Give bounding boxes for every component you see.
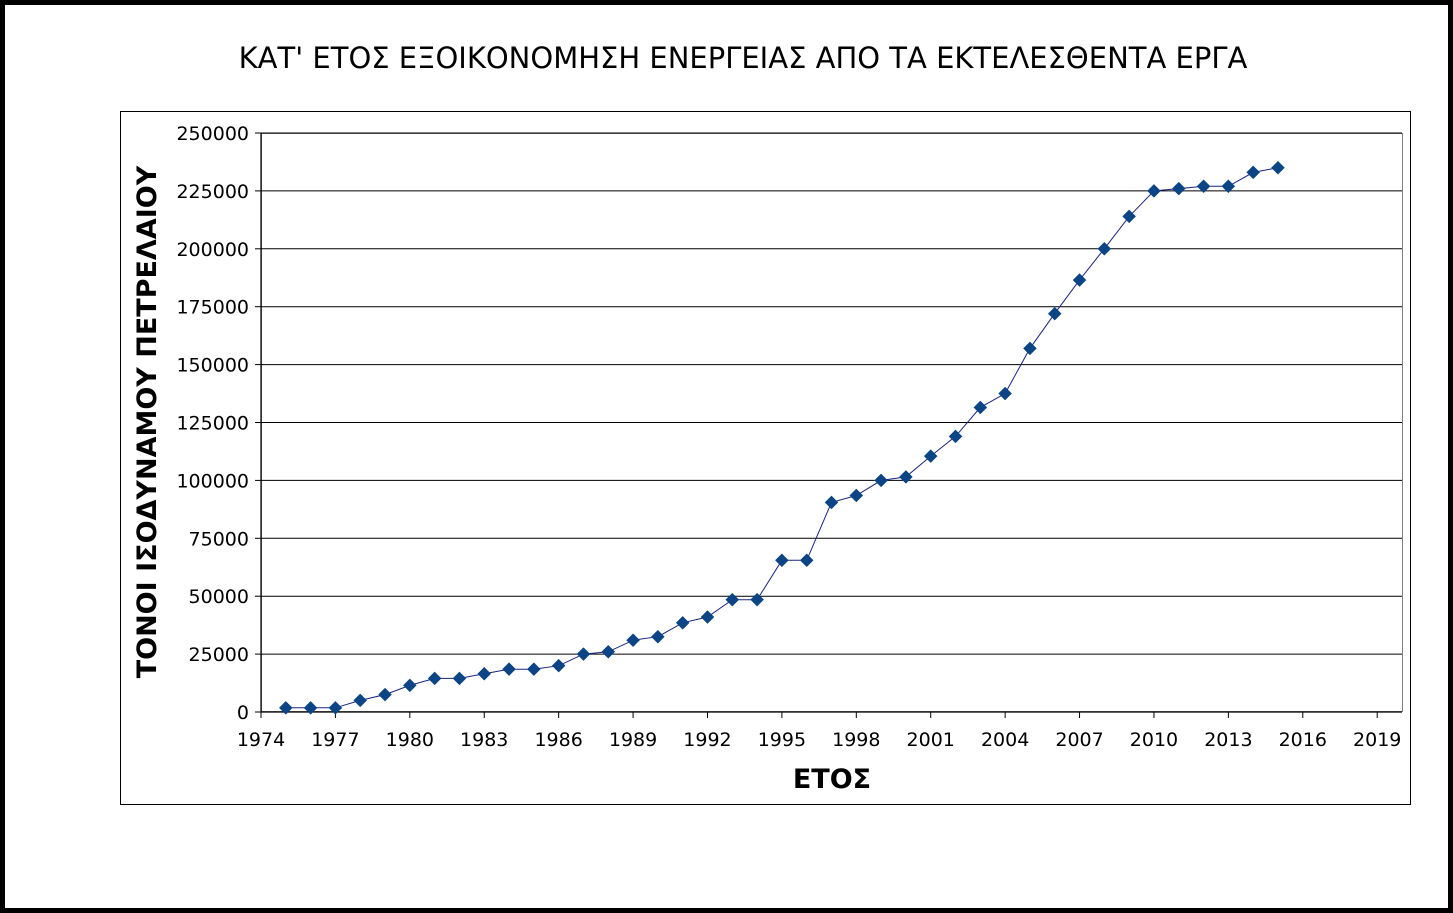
x-tick-label: 1989 [609, 729, 657, 751]
gridlines [261, 132, 1402, 655]
data-point-marker [1072, 273, 1087, 287]
y-tick-label: 75000 [189, 528, 249, 550]
y-tick-label: 0 [237, 702, 249, 724]
x-tick-label: 2013 [1204, 729, 1252, 751]
x-tick-label: 2007 [1055, 729, 1103, 751]
data-point-marker [799, 553, 814, 568]
x-tick-label: 2016 [1279, 729, 1327, 751]
y-tick-label: 150000 [176, 355, 249, 377]
x-tick-label: 2001 [907, 729, 955, 751]
data-point-marker [303, 700, 318, 715]
data-point-marker [1047, 306, 1062, 321]
data-point-marker [750, 592, 764, 607]
data-point-marker [278, 700, 293, 715]
data-point-marker [1147, 184, 1161, 198]
x-tick-label: 1980 [386, 729, 434, 751]
y-tick-label: 225000 [176, 181, 249, 203]
data-point-marker [1097, 241, 1112, 256]
data-point-marker [700, 610, 715, 624]
data-point-marker [1196, 179, 1211, 194]
data-point-marker [378, 687, 392, 702]
data-point-marker [948, 429, 963, 444]
x-tick-label: 1992 [683, 729, 731, 751]
data-point-marker [328, 700, 343, 715]
y-tick-label: 250000 [176, 123, 249, 145]
data-point-marker [775, 553, 789, 568]
data-point-marker [725, 592, 740, 607]
x-tick-label: 1998 [832, 729, 880, 751]
data-point-marker [1023, 341, 1037, 356]
data-point-marker [626, 633, 640, 648]
x-tick-label: 2010 [1130, 729, 1178, 751]
data-point-marker [651, 629, 665, 644]
data-point-marker [675, 615, 690, 630]
data-point-marker [1271, 160, 1285, 175]
x-tick-label: 2004 [981, 729, 1029, 751]
data-point-marker [353, 693, 368, 708]
data-point-marker [502, 662, 516, 677]
y-tick-label: 175000 [176, 297, 249, 319]
y-tick-label: 200000 [176, 239, 249, 261]
x-tick-label: 1995 [758, 729, 806, 751]
data-point-marker [923, 449, 938, 463]
y-axis-ticks: 0 25000 50000 75000 100000 125000 150000 175000… [176, 123, 261, 724]
x-axis-title: ΕΤΟΣ [793, 764, 871, 795]
y-tick-label: 25000 [189, 644, 249, 666]
data-point-marker [973, 400, 988, 415]
data-point-marker [899, 470, 913, 484]
data-point-marker [601, 644, 616, 659]
x-tick-label: 1977 [311, 729, 359, 751]
x-tick-label: 1983 [460, 729, 508, 751]
data-point-marker [824, 495, 839, 510]
x-tick-label: 2019 [1353, 729, 1401, 751]
data-point-marker [1171, 181, 1186, 196]
data-point-marker [849, 488, 864, 503]
series-markers [278, 160, 1285, 715]
plot-area-border [120, 111, 1411, 805]
y-tick-label: 100000 [176, 470, 249, 492]
x-tick-label: 1986 [534, 729, 582, 751]
chart-title: ΚΑΤ' ΕΤΟΣ ΕΞΟΙΚΟΝΟΜΗΣΗ ΕΝΕΡΓΕΙΑΣ ΑΠΟ ΤΑ … [239, 41, 1248, 75]
data-point-marker [402, 678, 417, 693]
data-point-marker [1122, 209, 1137, 224]
data-point-marker [1221, 179, 1236, 194]
data-point-marker [477, 666, 492, 681]
data-point-marker [576, 647, 591, 661]
data-point-marker [452, 671, 467, 686]
y-tick-label: 125000 [176, 413, 249, 435]
y-axis-title: ΤΟΝΟΙ ΙΣΟΔΥΝΑΜΟΥ ΠΕΤΡΕΛΑΙΟΥ [132, 165, 163, 678]
x-tick-label: 1974 [237, 729, 285, 751]
data-point-marker [551, 658, 566, 673]
data-point-marker [874, 473, 888, 488]
y-tick-label: 50000 [189, 586, 249, 608]
data-point-marker [1246, 165, 1261, 180]
data-point-marker [427, 671, 442, 686]
x-axis-ticks: 1974 1977 1980 1983 1986 1989 1992 1995 1998 2001… [237, 712, 1401, 751]
data-point-marker [526, 662, 541, 677]
data-point-marker [998, 386, 1012, 401]
